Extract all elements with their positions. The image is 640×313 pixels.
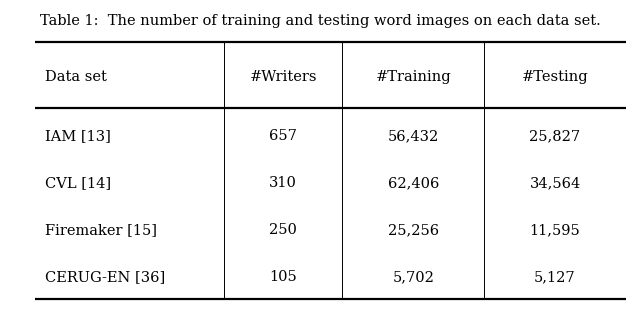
Text: #Training: #Training	[376, 70, 451, 84]
Text: #Writers: #Writers	[250, 70, 317, 84]
Text: #Testing: #Testing	[522, 70, 588, 84]
Text: 56,432: 56,432	[388, 129, 439, 143]
Text: 5,702: 5,702	[392, 270, 434, 284]
Text: 25,827: 25,827	[529, 129, 580, 143]
Text: 657: 657	[269, 129, 297, 143]
Text: Table 1:  The number of training and testing word images on each data set.: Table 1: The number of training and test…	[40, 14, 600, 28]
Text: CERUG-EN [36]: CERUG-EN [36]	[45, 270, 165, 284]
Text: 105: 105	[269, 270, 297, 284]
Text: IAM [13]: IAM [13]	[45, 129, 111, 143]
Text: 34,564: 34,564	[529, 176, 580, 190]
Text: 5,127: 5,127	[534, 270, 576, 284]
Text: 62,406: 62,406	[388, 176, 439, 190]
Text: 11,595: 11,595	[530, 223, 580, 237]
Text: CVL [14]: CVL [14]	[45, 176, 111, 190]
Text: 25,256: 25,256	[388, 223, 439, 237]
Text: Firemaker [15]: Firemaker [15]	[45, 223, 157, 237]
Text: 310: 310	[269, 176, 297, 190]
Text: Data set: Data set	[45, 70, 107, 84]
Text: 250: 250	[269, 223, 297, 237]
